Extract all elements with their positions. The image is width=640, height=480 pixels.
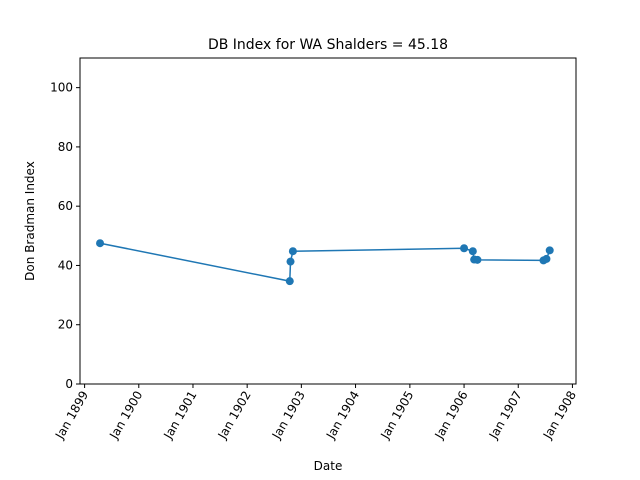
plot-frame [79, 57, 577, 385]
y-tick-label: 20 [58, 318, 73, 332]
data-point [286, 257, 295, 266]
data-point [542, 254, 551, 263]
y-axis: 0 20 40 60 80 100 [50, 81, 80, 391]
data-point [473, 255, 482, 264]
data-point [285, 277, 294, 286]
x-axis-label: Date [314, 459, 343, 473]
data-point [545, 246, 554, 255]
y-tick-label: 60 [58, 199, 73, 213]
data-series [96, 239, 554, 286]
data-point [460, 244, 469, 253]
data-point [468, 247, 477, 256]
chart-title: DB Index for WA Shalders = 45.18 [208, 37, 448, 53]
y-tick-label: 40 [58, 258, 73, 272]
plot-area [80, 58, 576, 384]
data-point [288, 247, 297, 256]
y-tick-label: 0 [65, 377, 73, 391]
y-axis-label: Don Bradman Index [23, 161, 37, 281]
data-point [96, 239, 105, 248]
y-tick-label: 80 [58, 140, 73, 154]
y-tick-label: 100 [50, 81, 73, 95]
